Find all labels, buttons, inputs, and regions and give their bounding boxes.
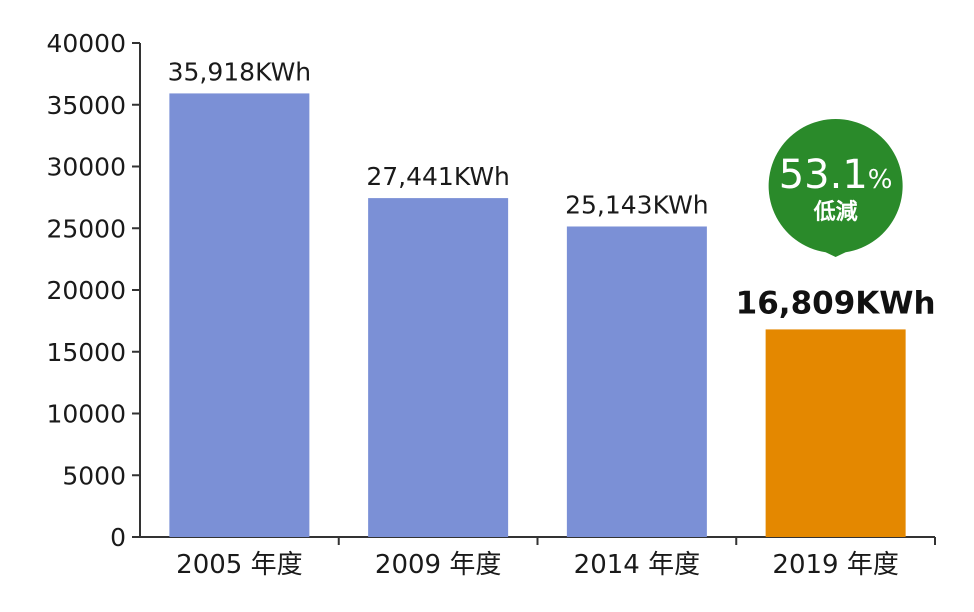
bar bbox=[566, 226, 707, 537]
bars bbox=[169, 93, 906, 538]
bar bbox=[169, 93, 310, 538]
value-label: 27,441KWh bbox=[366, 162, 510, 191]
bar bbox=[368, 198, 509, 538]
callout-unit: % bbox=[868, 165, 893, 195]
y-axis: 0 5000 10000 15000 20000 25000 30000 35000 40000 bbox=[46, 29, 141, 552]
callout-percentage: 53.1% bbox=[779, 152, 893, 198]
callout-number: 53.1 bbox=[779, 152, 868, 198]
y-tick-label: 5000 bbox=[62, 461, 126, 490]
value-label: 35,918KWh bbox=[168, 57, 312, 86]
x-category-label: 2014 年度 bbox=[574, 550, 700, 580]
value-labels: 35,918KWh 27,441KWh 25,143KWh 16,809KWh bbox=[168, 57, 936, 321]
value-label: 25,143KWh bbox=[565, 190, 709, 219]
x-category-label: 2009 年度 bbox=[375, 550, 501, 580]
callout-bubble bbox=[768, 119, 903, 257]
y-tick-label: 35000 bbox=[46, 91, 126, 120]
x-category-label: 2005 年度 bbox=[176, 550, 302, 580]
x-category-label: 2019 年度 bbox=[772, 550, 898, 580]
reduction-callout: 53.1% 低減 bbox=[768, 119, 903, 257]
bar-highlight bbox=[765, 329, 906, 537]
callout-text: 低減 bbox=[813, 200, 858, 225]
y-tick-label: 40000 bbox=[46, 29, 126, 58]
y-tick-label: 15000 bbox=[46, 338, 126, 367]
y-tick-label: 25000 bbox=[46, 214, 126, 243]
y-tick-label: 30000 bbox=[46, 153, 126, 182]
x-axis: 2005 年度 2009 年度 2014 年度 2019 年度 bbox=[140, 536, 936, 580]
y-tick-label: 0 bbox=[110, 523, 126, 552]
value-label: 16,809KWh bbox=[736, 285, 936, 321]
y-tick-label: 20000 bbox=[46, 276, 126, 305]
y-tick-label: 10000 bbox=[46, 400, 126, 429]
